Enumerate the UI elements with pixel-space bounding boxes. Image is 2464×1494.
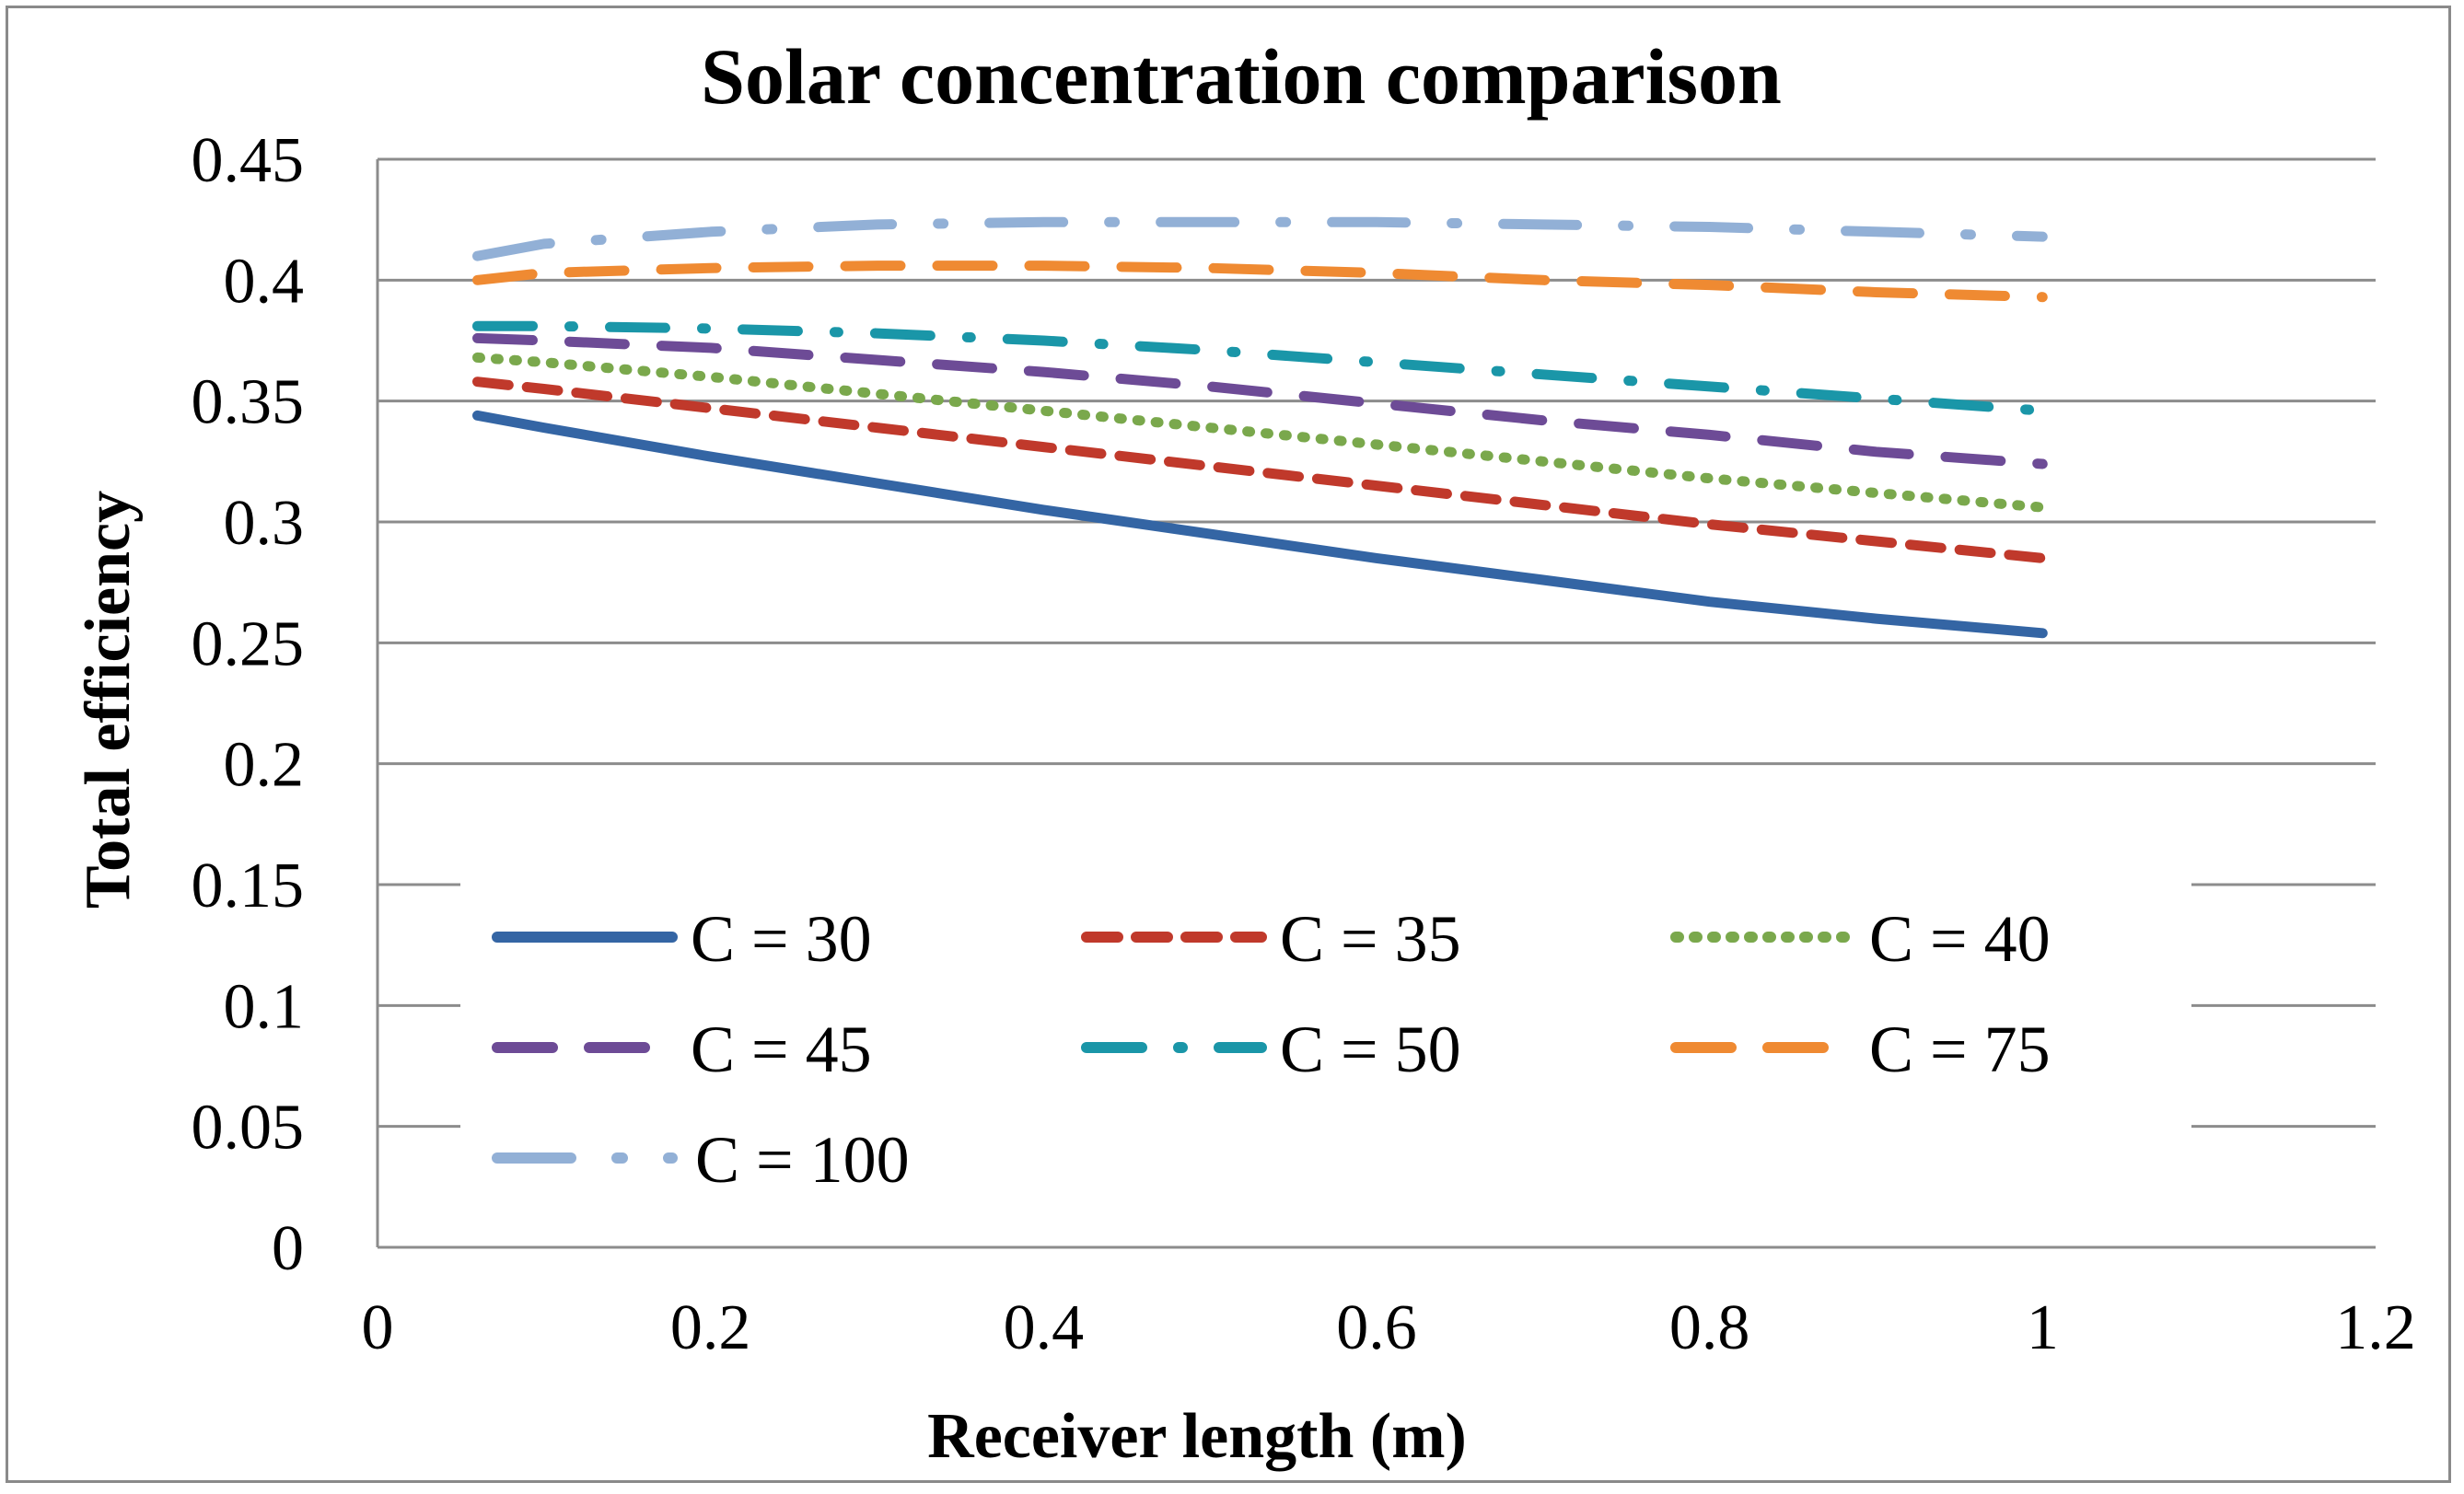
x-tick-label: 0.2 <box>670 1292 751 1363</box>
y-tick-label: 0.15 <box>192 851 305 921</box>
y-tick-label: 0.05 <box>192 1093 305 1164</box>
chart-frame <box>6 6 2451 1483</box>
y-tick-label: 0.1 <box>224 971 305 1042</box>
y-tick-label: 0 <box>272 1213 304 1284</box>
series-line-75 <box>472 261 2048 303</box>
x-axis-label: Receiver length (m) <box>927 1401 1467 1472</box>
chart-title: Solar concentration comparison <box>701 32 1782 121</box>
y-tick-labels: 0 0.05 0.1 0.15 0.2 0.25 0.3 0.35 0.4 0.45 <box>192 125 305 1284</box>
legend-label-40: C = 40 <box>1869 902 2051 976</box>
legend-label-50: C = 50 <box>1280 1013 1461 1086</box>
y-tick-label: 0.2 <box>224 730 305 801</box>
legend: C = 30 C = 35 C = 40 C = 45 C = 50 C = 75 C = … <box>492 902 2051 1197</box>
y-tick-label: 0.35 <box>192 367 305 438</box>
x-tick-label: 0.6 <box>1336 1292 1417 1363</box>
x-tick-label: 0 <box>362 1292 394 1363</box>
axes <box>376 159 2376 1249</box>
x-tick-labels: 0 0.2 0.4 0.6 0.8 1 1.2 <box>362 1292 2416 1363</box>
series-line-30 <box>472 410 2048 639</box>
series-line-35 <box>472 376 2048 563</box>
legend-label-30: C = 30 <box>691 902 872 976</box>
legend-label-45: C = 45 <box>691 1013 872 1086</box>
series-line-45 <box>472 332 2048 469</box>
legend-label-75: C = 75 <box>1869 1013 2051 1086</box>
series-line-40 <box>472 352 2048 513</box>
series-lines <box>472 216 2048 639</box>
legend-label-35: C = 35 <box>1280 902 1461 976</box>
x-tick-label: 1 <box>2027 1292 2059 1363</box>
legend-background <box>460 876 2191 1208</box>
y-tick-label: 0.45 <box>192 125 305 196</box>
x-tick-label: 0.4 <box>1004 1292 1085 1363</box>
y-tick-label: 0.3 <box>224 488 305 559</box>
y-axis-label: Total efficiency <box>73 491 144 909</box>
series-line-50 <box>472 320 2048 416</box>
x-tick-label: 0.8 <box>1669 1292 1750 1363</box>
y-tick-label: 0.25 <box>192 608 305 679</box>
y-tick-label: 0.4 <box>224 246 305 317</box>
x-tick-label: 1.2 <box>2335 1292 2416 1363</box>
legend-label-100: C = 100 <box>695 1123 910 1197</box>
series-line-100 <box>472 216 2048 261</box>
